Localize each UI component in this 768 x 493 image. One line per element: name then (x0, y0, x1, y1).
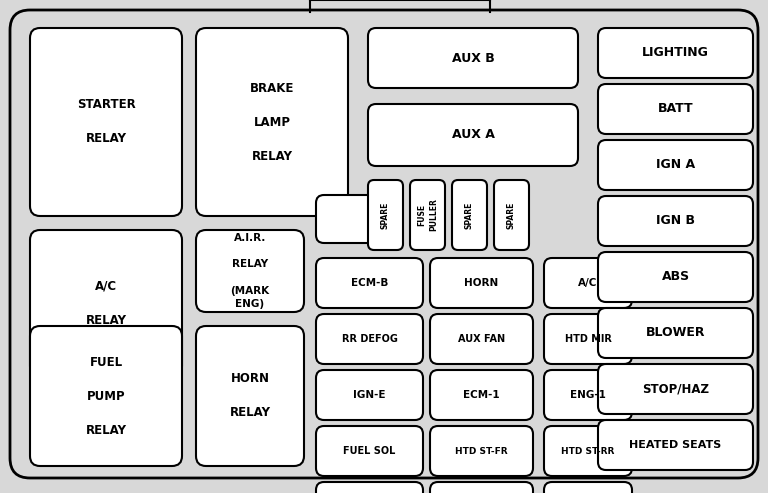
FancyBboxPatch shape (430, 370, 533, 420)
FancyBboxPatch shape (316, 426, 423, 476)
Text: A/C: A/C (578, 278, 598, 288)
FancyBboxPatch shape (452, 180, 487, 250)
Text: IGN-E: IGN-E (353, 390, 386, 400)
Text: SPARE: SPARE (507, 201, 516, 229)
FancyBboxPatch shape (368, 180, 403, 250)
Text: HTD ST-RR: HTD ST-RR (561, 447, 614, 456)
FancyBboxPatch shape (544, 482, 632, 493)
Text: ECM-B: ECM-B (351, 278, 388, 288)
Text: FUEL

PUMP

RELAY: FUEL PUMP RELAY (85, 355, 127, 436)
Text: STOP/HAZ: STOP/HAZ (642, 383, 709, 395)
Text: IGN A: IGN A (656, 159, 695, 172)
Text: RR DEFOG: RR DEFOG (342, 334, 397, 344)
FancyBboxPatch shape (598, 140, 753, 190)
Text: HORN: HORN (465, 278, 498, 288)
Text: AUX FAN: AUX FAN (458, 334, 505, 344)
FancyBboxPatch shape (598, 308, 753, 358)
Text: LIGHTING: LIGHTING (642, 46, 709, 60)
FancyBboxPatch shape (30, 28, 182, 216)
Text: ECM-1: ECM-1 (463, 390, 500, 400)
FancyBboxPatch shape (30, 230, 182, 376)
FancyBboxPatch shape (598, 196, 753, 246)
FancyBboxPatch shape (598, 420, 753, 470)
FancyBboxPatch shape (316, 370, 423, 420)
FancyBboxPatch shape (598, 84, 753, 134)
Text: BRAKE

LAMP

RELAY: BRAKE LAMP RELAY (250, 81, 294, 163)
FancyBboxPatch shape (316, 314, 423, 364)
Text: HORN

RELAY: HORN RELAY (230, 373, 270, 420)
Text: HTD MIR: HTD MIR (564, 334, 611, 344)
FancyBboxPatch shape (430, 426, 533, 476)
FancyBboxPatch shape (544, 258, 632, 308)
FancyBboxPatch shape (410, 180, 445, 250)
Text: FUEL SOL: FUEL SOL (343, 446, 396, 456)
Text: A.I.R.

RELAY

(MARK
ENG): A.I.R. RELAY (MARK ENG) (230, 233, 270, 309)
Text: ENG-1: ENG-1 (570, 390, 606, 400)
FancyBboxPatch shape (598, 364, 753, 414)
Text: AUX A: AUX A (452, 129, 495, 141)
Text: BLOWER: BLOWER (646, 326, 705, 340)
Text: HEATED SEATS: HEATED SEATS (629, 440, 722, 450)
Text: STARTER

RELAY: STARTER RELAY (77, 99, 135, 145)
FancyBboxPatch shape (196, 326, 304, 466)
Text: A/C

RELAY: A/C RELAY (85, 280, 127, 326)
FancyBboxPatch shape (368, 28, 578, 88)
FancyBboxPatch shape (316, 482, 423, 493)
FancyBboxPatch shape (30, 326, 182, 466)
FancyBboxPatch shape (10, 10, 758, 478)
FancyBboxPatch shape (430, 482, 533, 493)
FancyBboxPatch shape (196, 230, 304, 312)
FancyBboxPatch shape (494, 180, 529, 250)
FancyBboxPatch shape (430, 314, 533, 364)
Text: SPARE: SPARE (465, 201, 474, 229)
Text: SPARE: SPARE (381, 201, 390, 229)
FancyBboxPatch shape (316, 258, 423, 308)
Text: IGN B: IGN B (656, 214, 695, 227)
Text: BATT: BATT (657, 103, 694, 115)
FancyBboxPatch shape (316, 195, 376, 243)
FancyBboxPatch shape (544, 370, 632, 420)
FancyBboxPatch shape (598, 252, 753, 302)
Text: FUSE
PULLER: FUSE PULLER (417, 199, 438, 231)
Text: HTD ST-FR: HTD ST-FR (455, 447, 508, 456)
Text: ABS: ABS (661, 271, 690, 283)
FancyBboxPatch shape (544, 314, 632, 364)
FancyBboxPatch shape (544, 426, 632, 476)
FancyBboxPatch shape (430, 258, 533, 308)
FancyBboxPatch shape (196, 28, 348, 216)
FancyBboxPatch shape (368, 104, 578, 166)
Text: AUX B: AUX B (452, 51, 495, 65)
FancyBboxPatch shape (598, 28, 753, 78)
